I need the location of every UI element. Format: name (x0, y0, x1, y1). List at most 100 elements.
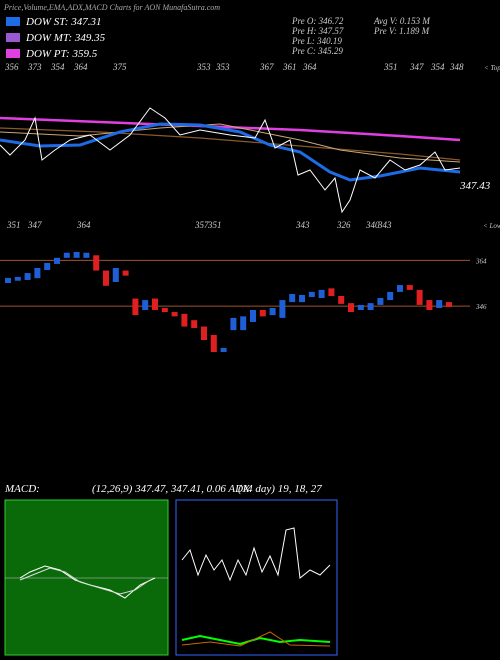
candle-body (318, 289, 325, 299)
panel (175, 499, 338, 656)
low-label: 326 (336, 220, 351, 230)
top-label: 364 (302, 62, 317, 72)
top-label: 373 (27, 62, 42, 72)
candle-body (73, 251, 80, 258)
candle-body (83, 252, 90, 258)
legend-label: DOW ST: 347.31 (25, 16, 101, 28)
candle-body (338, 296, 345, 304)
candle-body (132, 298, 139, 316)
candle-body (377, 298, 384, 305)
top-label: 348 (449, 62, 464, 72)
top-label: 356 (4, 62, 19, 72)
legend-swatch (6, 33, 20, 42)
legend-label: DOW PT: 359.5 (25, 48, 98, 60)
stat: Avg V: 0.153 M (373, 16, 430, 26)
candle-body (387, 291, 394, 301)
top-label: 375 (112, 62, 127, 72)
candle-body (103, 270, 109, 286)
ema-line (0, 127, 461, 161)
stat: Pre L: 340.19 (291, 36, 342, 46)
low-label: 364 (76, 220, 91, 230)
di-line (181, 631, 331, 647)
adx-panel (175, 499, 338, 656)
adx-line (181, 527, 331, 582)
candle-body (250, 310, 256, 322)
top-label: 364 (73, 62, 88, 72)
price-line (0, 107, 461, 214)
candle-body (152, 298, 158, 310)
low-label: 347 (27, 220, 42, 230)
candle-body (5, 277, 11, 284)
top-label: 347 (409, 62, 424, 72)
legend-swatch (6, 49, 20, 58)
candle-body (191, 320, 198, 329)
macd-panel (4, 499, 169, 656)
lows-label: < Lows (483, 222, 500, 230)
top-label: 353 (215, 62, 230, 72)
tops-label: < Tops (484, 64, 500, 72)
signal-line (19, 567, 151, 595)
candle-body (161, 307, 168, 313)
candle-body (24, 273, 31, 280)
candle-body (181, 313, 188, 327)
candle-body (220, 347, 227, 352)
candle-body (240, 316, 247, 331)
candle-body (357, 304, 364, 310)
low-label: 343 (295, 220, 310, 230)
candle-body (406, 285, 413, 290)
candle-body (426, 300, 433, 310)
candle-body (122, 270, 129, 276)
low-label: 351 (6, 220, 21, 230)
candle-body (112, 268, 119, 282)
top-label: 351 (383, 62, 398, 72)
stat: Pre V: 1.189 M (373, 26, 430, 36)
candle-body (171, 312, 178, 317)
candle-body (230, 317, 237, 331)
candle-body (397, 285, 403, 292)
candle-body (348, 303, 354, 313)
candle-body (201, 326, 207, 341)
stat: Pre O: 346.72 (291, 16, 344, 26)
candle-body (308, 291, 315, 298)
candle-body (142, 300, 149, 310)
panel (4, 499, 169, 656)
legend-label: DOW MT: 349.35 (25, 32, 106, 44)
candle-body (367, 303, 374, 310)
low-label: 340 (365, 220, 380, 230)
low-label: 343 (377, 220, 392, 230)
top-label: 353 (196, 62, 211, 72)
candle-body (210, 334, 217, 352)
chart-title: Price,Volume,EMA,ADX,MACD Charts for AON… (3, 3, 220, 12)
ema-line (0, 116, 461, 142)
candle-body (93, 255, 100, 271)
candle-body (328, 288, 335, 296)
top-label: 354 (50, 62, 65, 72)
candle-body (63, 252, 70, 258)
top-label: 361 (282, 62, 297, 72)
last-price: 347.43 (459, 180, 491, 192)
low-label: 351 (207, 220, 222, 230)
candle-body (54, 257, 60, 264)
stat: Pre H: 347.57 (291, 26, 344, 36)
macd-label: MACD: (4, 483, 40, 495)
top-label: 367 (259, 62, 274, 72)
legend-swatch (6, 17, 20, 26)
candle-body (289, 293, 296, 303)
y-tick-label: 364 (475, 257, 487, 265)
candle-body (279, 300, 286, 318)
stat: Pre C: 345.29 (291, 46, 343, 56)
macd-params: (12,26,9) 347.47, 347.41, 0.06 ADX (92, 483, 251, 495)
candle-body (269, 307, 276, 316)
adx-params: (14 day) 19, 18, 27 (238, 483, 322, 495)
candle-body (299, 294, 305, 303)
ema-line (0, 123, 461, 163)
top-label: 354 (430, 62, 445, 72)
candle-body (416, 289, 423, 305)
candle-body (14, 276, 21, 281)
candle-body (44, 262, 51, 271)
candle-body (436, 300, 443, 308)
low-label: 357 (194, 220, 209, 230)
candle-body (446, 302, 452, 307)
y-tick-label: 346 (475, 303, 487, 311)
